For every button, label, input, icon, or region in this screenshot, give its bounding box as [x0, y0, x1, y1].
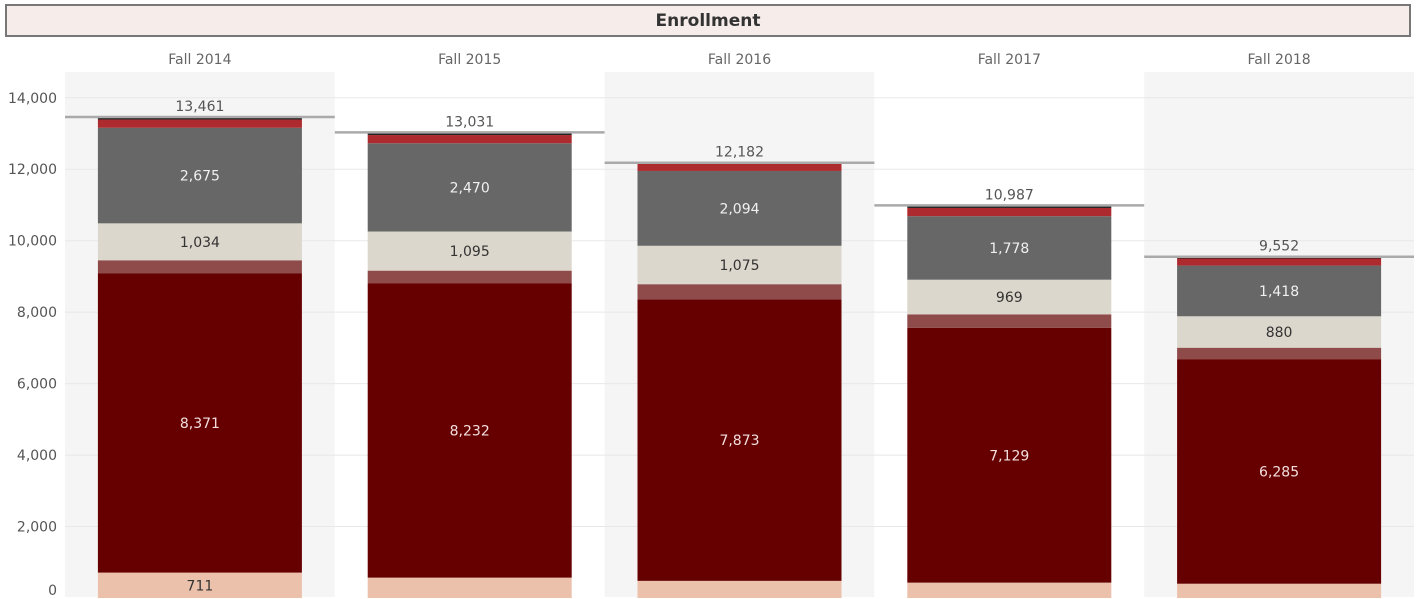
y-tick-label: 0 — [48, 583, 57, 599]
total-label: 9,552 — [1259, 239, 1299, 255]
bar-segment — [97, 119, 302, 128]
bar-segment — [367, 577, 572, 598]
segment-label: 969 — [996, 290, 1023, 306]
bar-segment — [97, 117, 302, 120]
bar-segment — [637, 284, 842, 300]
segment-label: 2,675 — [180, 169, 220, 185]
bar-segment — [367, 135, 572, 144]
segment-label: 8,232 — [450, 424, 490, 440]
y-tick-label: 12,000 — [8, 162, 57, 178]
segment-label: 7,873 — [719, 433, 759, 449]
bar-segment — [1177, 258, 1382, 266]
segment-label: 1,034 — [180, 235, 220, 251]
total-label: 10,987 — [985, 187, 1034, 203]
bar-segment — [907, 279, 1112, 315]
bar-segment — [367, 283, 572, 578]
bar-segment — [637, 170, 842, 246]
total-label: 12,182 — [715, 145, 764, 161]
segment-label: 1,418 — [1259, 284, 1299, 300]
bar-segment — [1177, 359, 1382, 584]
category-label: Fall 2017 — [978, 52, 1041, 68]
bar-segment — [637, 580, 842, 598]
chart-title-bar: Enrollment — [5, 4, 1411, 37]
bar-segment — [637, 245, 842, 285]
segment-label: 6,285 — [1259, 464, 1299, 480]
category-label: Fall 2016 — [708, 52, 771, 68]
total-lines — [65, 115, 1414, 258]
category-headers: Fall 2014 Fall 2015 Fall 2016 Fall 2017 Fall… — [168, 52, 1310, 68]
segment-label: 2,094 — [719, 201, 759, 217]
bar-segment — [1177, 347, 1382, 360]
chart-title: Enrollment — [655, 10, 761, 31]
y-tick-label: 2,000 — [17, 520, 57, 536]
y-tick-label: 14,000 — [8, 91, 57, 107]
bar-segment — [367, 231, 572, 271]
bar-segment — [367, 143, 572, 232]
bar-segment — [637, 163, 842, 171]
bar-segment — [1177, 583, 1382, 598]
segment-label: 7,129 — [989, 448, 1029, 464]
bar-segment — [97, 127, 302, 224]
y-tick-label: 10,000 — [8, 234, 57, 250]
bar-segment — [637, 299, 842, 581]
segment-label: 8,371 — [180, 416, 220, 432]
total-label: 13,461 — [175, 99, 224, 115]
category-label: Fall 2015 — [438, 52, 501, 68]
category-label: Fall 2014 — [168, 52, 231, 68]
y-tick-label: 4,000 — [17, 448, 57, 464]
bar-segment — [1177, 265, 1382, 317]
category-label: Fall 2018 — [1247, 52, 1310, 68]
total-label: 13,031 — [445, 114, 494, 130]
bar-segment — [97, 273, 302, 573]
bar-segment — [367, 270, 572, 284]
bar-segment — [907, 327, 1112, 583]
bar-segment — [907, 582, 1112, 598]
segment-label: 1,778 — [989, 241, 1029, 257]
bar-segment — [367, 132, 572, 136]
bar-segment — [97, 260, 302, 274]
bar-segment — [97, 572, 302, 598]
bar-segment — [907, 216, 1112, 280]
segment-label: 880 — [1266, 325, 1293, 341]
segment-label: 2,470 — [450, 180, 490, 196]
bar-segment — [907, 314, 1112, 328]
data-labels: 711 8,371 1,034 2,675 13,461 8,232 1,095 2,470 1… — [175, 99, 1299, 594]
y-axis: 0 2,000 4,000 6,000 8,000 10,000 12,000 14,000 — [8, 91, 57, 599]
bar-segment — [1177, 316, 1382, 348]
segment-label: 711 — [187, 578, 214, 594]
bar-segment — [907, 207, 1112, 217]
y-tick-label: 6,000 — [17, 377, 57, 393]
bar-segment — [97, 223, 302, 261]
segment-label: 1,095 — [450, 244, 490, 260]
y-tick-label: 8,000 — [17, 305, 57, 321]
bar-segment — [907, 205, 1112, 208]
segment-label: 1,075 — [719, 258, 759, 274]
bars — [97, 117, 1382, 598]
